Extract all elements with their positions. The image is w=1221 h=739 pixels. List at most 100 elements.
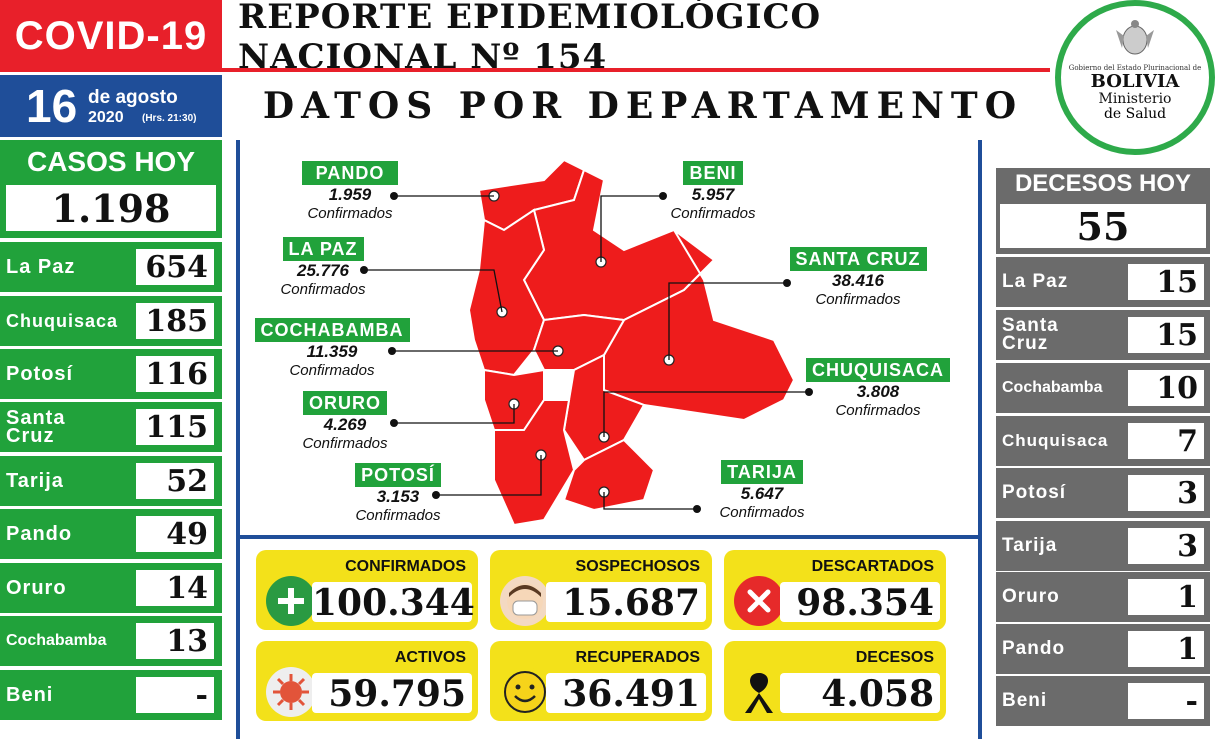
descartados-card: DESCARTADOS 98.354 [724,550,946,630]
cases-row: Cochabamba 13 [0,616,222,666]
cochabamba-sub: Confirmados [289,362,375,379]
deaths-today-header: DECESOS HOY 55 [996,168,1210,254]
mourning-ribbon-icon [734,667,784,717]
tarija-label: TARIJA 5.647 Confirmados [702,460,822,521]
santa-cruz-label: SANTA CRUZ 38.416 Confirmados [778,247,938,308]
left-divider [236,140,240,739]
chuquisaca-value: 3.808 [856,382,900,401]
row-value: 115 [136,409,214,445]
row-label: La Paz [6,256,76,278]
tarija-sub: Confirmados [719,504,805,521]
cases-row: Pando 49 [0,509,222,559]
sospechosos-value: 15.687 [546,582,706,624]
activos-value: 59.795 [312,673,472,715]
row-label: Tarija [6,470,64,492]
cochabamba-label: COCHABAMBA 11.359 Confirmados [254,318,410,379]
date-year: 2020 [88,109,124,126]
chuquisaca-name: CHUQUISACA [805,358,950,382]
row-label: Pando [1002,638,1066,659]
cases-row: Potosí 116 [0,349,222,399]
potosi-value: 3.153 [376,487,420,506]
date-month: de agosto [88,87,178,108]
deaths-row: Tarija 3 [996,521,1210,571]
row-label: Santa Cruz [6,407,66,447]
deaths-today-title: DECESOS HOY [1014,170,1192,197]
masked-face-icon [500,576,550,626]
row-label: Beni [1002,690,1048,711]
row-value: - [1128,683,1204,719]
sospechosos-title: SOSPECHOSOS [575,558,700,575]
descartados-value: 98.354 [780,582,940,624]
confirmados-value: 100.344 [312,582,475,624]
beni-value: 5.957 [691,185,735,204]
recuperados-value: 36.491 [546,673,706,715]
row-value: 654 [136,249,214,285]
row-label: La Paz [1002,271,1069,292]
covid-badge: COVID-19 [0,0,222,72]
deaths-row: Cochabamba 10 [996,363,1210,413]
row-value: 1 [1128,579,1204,615]
row-value: 15 [1128,317,1204,353]
row-label: Chuquisaca [6,311,119,331]
row-value: 52 [136,463,214,499]
pando-sub: Confirmados [307,205,393,222]
leader-ends [360,192,813,513]
coat-of-arms-icon [1116,20,1154,55]
potosi-label: POTOSÍ 3.153 Confirmados [340,463,456,524]
row-value: 3 [1128,475,1204,511]
deaths-row: Chuquisaca 7 [996,416,1210,466]
deaths-row: Potosí 3 [996,468,1210,518]
date-day: 16 [26,80,78,132]
x-circle-icon [734,576,784,626]
santa-cruz-name: SANTA CRUZ [789,247,927,271]
tarija-region [562,438,656,512]
ministry-logo: Gobierno del Estado Plurinacional de BOL… [1055,0,1215,155]
confirmados-title: CONFIRMADOS [345,558,466,575]
cases-today-total: 1.198 [6,185,216,231]
activos-title: ACTIVOS [394,649,466,666]
row-label: Beni [6,684,54,706]
logo-ministry-line2: de Salud [1103,106,1167,122]
plus-icon [266,576,316,626]
row-value: 3 [1128,528,1204,564]
virus-icon [266,667,316,717]
recuperados-card: RECUPERADOS 36.491 [490,641,712,721]
row-value: 7 [1128,423,1204,459]
potosi-region [493,399,576,527]
row-value: 1 [1128,631,1204,667]
beni-name: BENI [683,161,743,185]
recuperados-title: RECUPERADOS [575,649,700,666]
row-label: Chuquisaca [1002,431,1109,450]
pando-name: PANDO [302,161,398,185]
bolivia-map [360,158,813,527]
logo-government-text: Gobierno del Estado Plurinacional de [1068,64,1202,72]
row-value: - [136,677,214,713]
deaths-row: Santa Cruz 15 [996,310,1210,360]
cases-today-title: CASOS HOY [0,140,222,182]
map-bottom-divider [240,535,978,539]
row-value: 10 [1128,370,1204,406]
cases-today-total-box: 1.198 [0,182,222,238]
deaths-row: Pando 1 [996,624,1210,674]
smiley-icon [500,667,550,717]
oruro-sub: Confirmados [302,435,388,452]
decesos-title: DECESOS [855,649,934,666]
right-divider [978,140,982,739]
beni-sub: Confirmados [670,205,756,222]
oruro-label: ORURO 4.269 Confirmados [290,391,400,452]
confirmados-card: CONFIRMADOS 100.344 [256,550,478,630]
deaths-row: La Paz 15 [996,257,1210,307]
row-value: 185 [136,303,214,339]
date-box: 16 de agosto 2020 (Hrs. 21:30) [0,75,222,137]
cases-row: Beni - [0,670,222,720]
deaths-row: Oruro 1 [996,572,1210,622]
row-label: Oruro [6,577,67,599]
header-divider [222,68,1050,72]
la-paz-value: 25.776 [297,261,349,280]
row-label: Pando [6,523,73,545]
oruro-value: 4.269 [323,415,367,434]
cases-row: Tarija 52 [0,456,222,506]
row-label: Tarija [1002,535,1058,556]
section-title: DATOS POR DEPARTAMENTO [262,85,1024,127]
cases-today-panel: CASOS HOY 1.198 La Paz 654 Chuquisaca 185 … [0,140,226,739]
